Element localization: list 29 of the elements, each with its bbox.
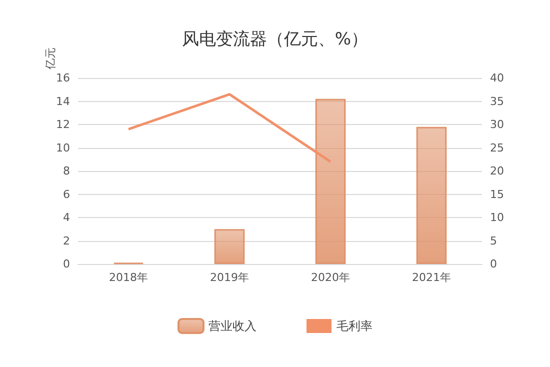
x-tick-label: 2021年 [412,271,451,284]
legend-label: 毛利率 [336,319,372,333]
y-tick-label: 6 [63,188,70,201]
x-tick-label: 2018年 [109,271,148,284]
y2-tick-label: 0 [490,258,497,270]
y2-tick-label: 10 [490,211,504,224]
x-tick-label: 2020年 [311,271,350,284]
chart-title: 风电变流器（亿元、%） [182,30,368,50]
y-tick-label: 8 [63,164,70,178]
y2-tick-label: 30 [490,118,504,131]
y-tick-label: 16 [56,72,70,84]
y-tick-label: 4 [63,211,70,224]
y2-tick-label: 40 [490,72,504,84]
y-tick-label: 2 [63,234,70,248]
bar [315,98,346,264]
y-tick-label: 10 [56,141,70,154]
y2-tick-label: 20 [490,164,504,178]
y2-tick-label: 15 [490,188,504,201]
x-tick-label: 2019年 [210,271,249,284]
y-axis-title: 亿元 [44,48,57,71]
y2-tick-label: 35 [490,94,504,108]
bar [416,126,447,264]
bar [214,229,245,264]
legend-label: 营业收入 [208,319,256,333]
y-tick-label: 12 [56,118,70,131]
y-tick-label: 0 [63,258,70,270]
y-tick-label: 14 [56,94,70,108]
y2-tick-label: 5 [490,234,497,248]
y2-tick-label: 25 [490,141,504,154]
